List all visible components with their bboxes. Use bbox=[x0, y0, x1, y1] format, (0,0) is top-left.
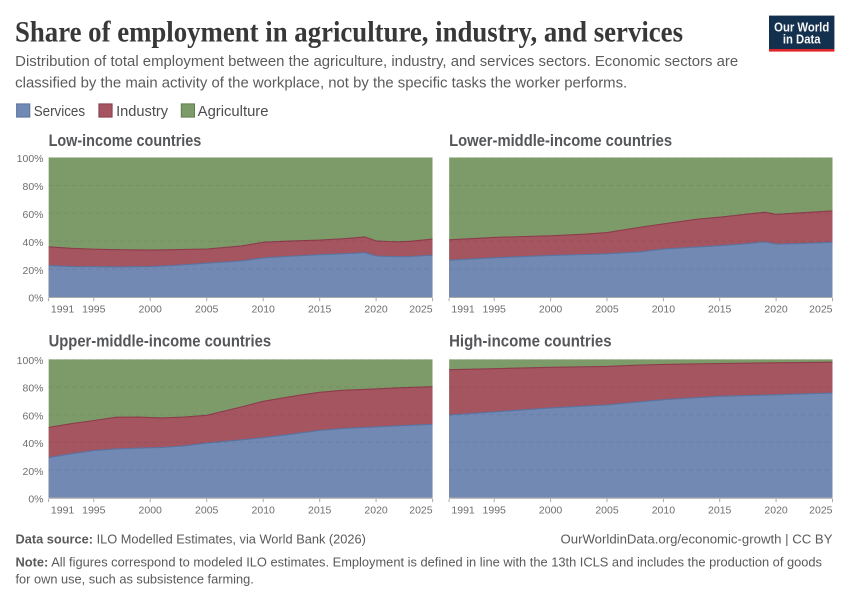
svg-text:1991: 1991 bbox=[451, 304, 475, 316]
svg-text:Lower-middle-income countries: Lower-middle-income countries bbox=[449, 132, 672, 150]
svg-text:2015: 2015 bbox=[308, 505, 332, 517]
svg-text:0%: 0% bbox=[28, 293, 43, 305]
svg-text:in Data: in Data bbox=[783, 32, 821, 47]
svg-text:2000: 2000 bbox=[539, 505, 563, 517]
svg-text:80%: 80% bbox=[22, 383, 43, 395]
svg-text:20%: 20% bbox=[22, 265, 43, 277]
svg-text:2005: 2005 bbox=[595, 304, 619, 316]
svg-text:OurWorldinData.org/economic-gr: OurWorldinData.org/economic-growth | CC … bbox=[561, 532, 833, 547]
svg-text:1995: 1995 bbox=[82, 505, 106, 517]
svg-text:2020: 2020 bbox=[764, 505, 788, 517]
svg-text:for own use, such as subsisten: for own use, such as subsistence farming… bbox=[16, 572, 254, 587]
svg-text:60%: 60% bbox=[22, 209, 43, 221]
svg-text:Data source: ILO Modelled Esti: Data source: ILO Modelled Estimates, via… bbox=[16, 532, 366, 547]
svg-text:2005: 2005 bbox=[195, 505, 219, 517]
svg-text:100%: 100% bbox=[17, 153, 44, 165]
svg-text:1995: 1995 bbox=[483, 505, 507, 517]
svg-text:2025: 2025 bbox=[409, 304, 433, 316]
svg-text:Note: All figures correspond t: Note: All figures correspond to modeled … bbox=[16, 555, 823, 570]
svg-text:2025: 2025 bbox=[409, 505, 433, 517]
svg-text:Share of employment in agricul: Share of employment in agriculture, indu… bbox=[15, 15, 683, 48]
svg-text:Low-income countries: Low-income countries bbox=[49, 132, 202, 150]
svg-text:2015: 2015 bbox=[708, 505, 732, 517]
svg-text:Services: Services bbox=[34, 104, 85, 120]
svg-text:Upper-middle-income countries: Upper-middle-income countries bbox=[49, 332, 272, 350]
svg-text:Distribution of total employme: Distribution of total employment between… bbox=[15, 54, 738, 70]
svg-text:2010: 2010 bbox=[652, 505, 676, 517]
svg-text:2015: 2015 bbox=[708, 304, 732, 316]
svg-text:2000: 2000 bbox=[139, 505, 163, 517]
svg-text:2010: 2010 bbox=[252, 304, 276, 316]
svg-text:60%: 60% bbox=[22, 410, 43, 422]
svg-text:2010: 2010 bbox=[252, 505, 276, 517]
svg-text:2000: 2000 bbox=[539, 304, 563, 316]
svg-text:2020: 2020 bbox=[364, 505, 388, 517]
svg-text:80%: 80% bbox=[22, 181, 43, 193]
svg-text:100%: 100% bbox=[17, 355, 44, 367]
svg-text:2025: 2025 bbox=[809, 304, 833, 316]
svg-text:2015: 2015 bbox=[308, 304, 332, 316]
svg-text:1991: 1991 bbox=[51, 304, 75, 316]
svg-text:40%: 40% bbox=[22, 438, 43, 450]
svg-text:2020: 2020 bbox=[364, 304, 388, 316]
svg-text:20%: 20% bbox=[22, 466, 43, 478]
svg-text:40%: 40% bbox=[22, 237, 43, 249]
svg-text:2010: 2010 bbox=[652, 304, 676, 316]
svg-text:Industry: Industry bbox=[116, 104, 169, 120]
svg-text:classified by the main activit: classified by the main activity of the w… bbox=[15, 75, 627, 91]
svg-text:Agriculture: Agriculture bbox=[198, 104, 269, 120]
svg-text:2025: 2025 bbox=[809, 505, 833, 517]
svg-text:1995: 1995 bbox=[483, 304, 507, 316]
svg-text:2000: 2000 bbox=[139, 304, 163, 316]
svg-text:Our World: Our World bbox=[774, 19, 829, 34]
svg-text:0%: 0% bbox=[28, 494, 43, 506]
svg-text:1995: 1995 bbox=[82, 304, 106, 316]
svg-text:2005: 2005 bbox=[195, 304, 219, 316]
svg-text:1991: 1991 bbox=[51, 505, 75, 517]
svg-text:1991: 1991 bbox=[451, 505, 475, 517]
svg-text:2020: 2020 bbox=[764, 304, 788, 316]
svg-text:High-income countries: High-income countries bbox=[449, 332, 611, 350]
svg-text:2005: 2005 bbox=[595, 505, 619, 517]
